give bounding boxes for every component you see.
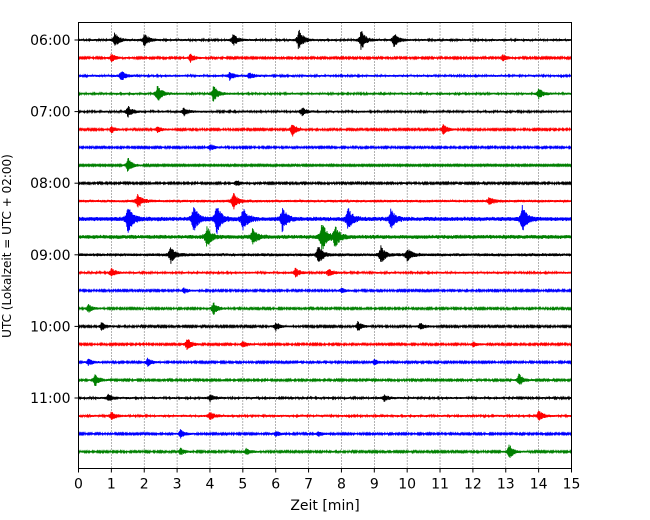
trace-row xyxy=(78,106,572,118)
y-tick-label: 07:00 xyxy=(30,105,70,121)
trace-row xyxy=(78,157,572,172)
trace-row xyxy=(78,29,572,50)
y-axis-label: UTC (Lokalzeit = UTC + 02:00) xyxy=(0,154,14,338)
x-axis-ticks: 0 1 2 3 4 5 6 7 8 9 10 11 12 13 14 15 xyxy=(74,468,581,493)
y-tick-label: 08:00 xyxy=(30,176,70,192)
x-tick-label: 12 xyxy=(464,477,482,493)
trace-row xyxy=(78,429,572,439)
x-tick-label: 3 xyxy=(173,477,182,493)
x-tick-label: 4 xyxy=(206,477,215,493)
trace-row xyxy=(78,444,572,459)
x-tick-label: 8 xyxy=(337,477,346,493)
x-tick-label: 15 xyxy=(563,477,581,493)
x-tick-label: 0 xyxy=(74,477,83,493)
trace-row xyxy=(78,320,572,332)
y-tick-label: 10:00 xyxy=(30,319,70,335)
trace-row xyxy=(78,224,572,250)
x-tick-label: 1 xyxy=(107,477,116,493)
y-tick-label: 11:00 xyxy=(30,391,70,407)
x-tick-label: 5 xyxy=(238,477,247,493)
trace-row xyxy=(78,144,572,151)
trace-row xyxy=(78,53,572,63)
trace-row xyxy=(78,357,572,367)
trace-row xyxy=(78,124,572,137)
x-tick-label: 2 xyxy=(140,477,149,493)
trace-row xyxy=(78,245,572,264)
plot-frame xyxy=(78,22,572,469)
trace-row xyxy=(78,302,572,315)
trace-row xyxy=(78,410,572,421)
trace-row xyxy=(78,71,572,81)
y-axis-ticks: 06:00 07:00 08:00 09:00 10:00 11:00 xyxy=(30,33,79,407)
trace-row xyxy=(78,339,572,351)
x-tick-label: 7 xyxy=(304,477,313,493)
x-tick-label: 6 xyxy=(271,477,280,493)
x-tick-label: 14 xyxy=(530,477,548,493)
x-axis-label: Zeit [min] xyxy=(290,498,359,514)
x-tick-label: 11 xyxy=(431,477,449,493)
trace-row xyxy=(78,287,572,294)
trace-row xyxy=(78,267,572,278)
x-tick-label: 10 xyxy=(398,477,416,493)
y-tick-label: 06:00 xyxy=(30,33,70,49)
x-grid xyxy=(111,22,539,469)
trace-row xyxy=(78,373,572,387)
x-tick-label: 9 xyxy=(370,477,379,493)
trace-row xyxy=(78,180,572,186)
seismic-traces xyxy=(78,29,572,459)
trace-row xyxy=(78,393,572,403)
trace-row xyxy=(78,86,572,102)
trace-row xyxy=(78,205,572,234)
y-tick-label: 09:00 xyxy=(30,248,70,264)
trace-row xyxy=(78,193,572,210)
x-tick-label: 13 xyxy=(497,477,515,493)
